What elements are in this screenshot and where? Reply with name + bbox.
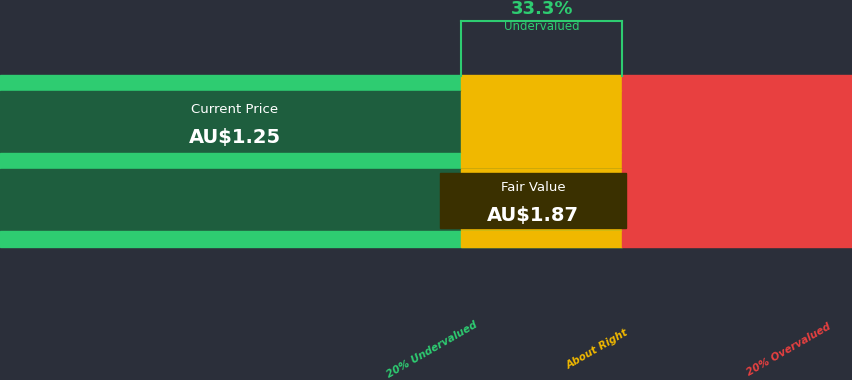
Text: AU$1.87: AU$1.87 (486, 206, 579, 225)
Bar (621, 169, 852, 232)
Text: 33.3%: 33.3% (509, 0, 573, 19)
Text: Fair Value: Fair Value (500, 180, 565, 194)
Text: Undervalued: Undervalued (504, 20, 579, 33)
Bar (461, 75, 621, 91)
Bar (461, 153, 621, 169)
Bar (0, 91, 461, 154)
Bar (17, 95, 452, 150)
Bar (461, 91, 621, 154)
Bar (440, 173, 625, 228)
Bar (621, 75, 852, 91)
Bar (0, 169, 621, 232)
Bar (0, 231, 621, 247)
Text: AU$1.25: AU$1.25 (188, 128, 281, 147)
Text: Current Price: Current Price (191, 103, 279, 116)
Text: 20% Overvalued: 20% Overvalued (744, 321, 832, 378)
Text: About Right: About Right (564, 328, 629, 371)
Bar (461, 231, 621, 247)
Bar (461, 169, 621, 232)
Text: 20% Undervalued: 20% Undervalued (384, 320, 478, 380)
Bar (621, 153, 852, 169)
Bar (621, 231, 852, 247)
Bar (0, 75, 461, 91)
Bar (621, 91, 852, 154)
Bar (0, 153, 461, 169)
